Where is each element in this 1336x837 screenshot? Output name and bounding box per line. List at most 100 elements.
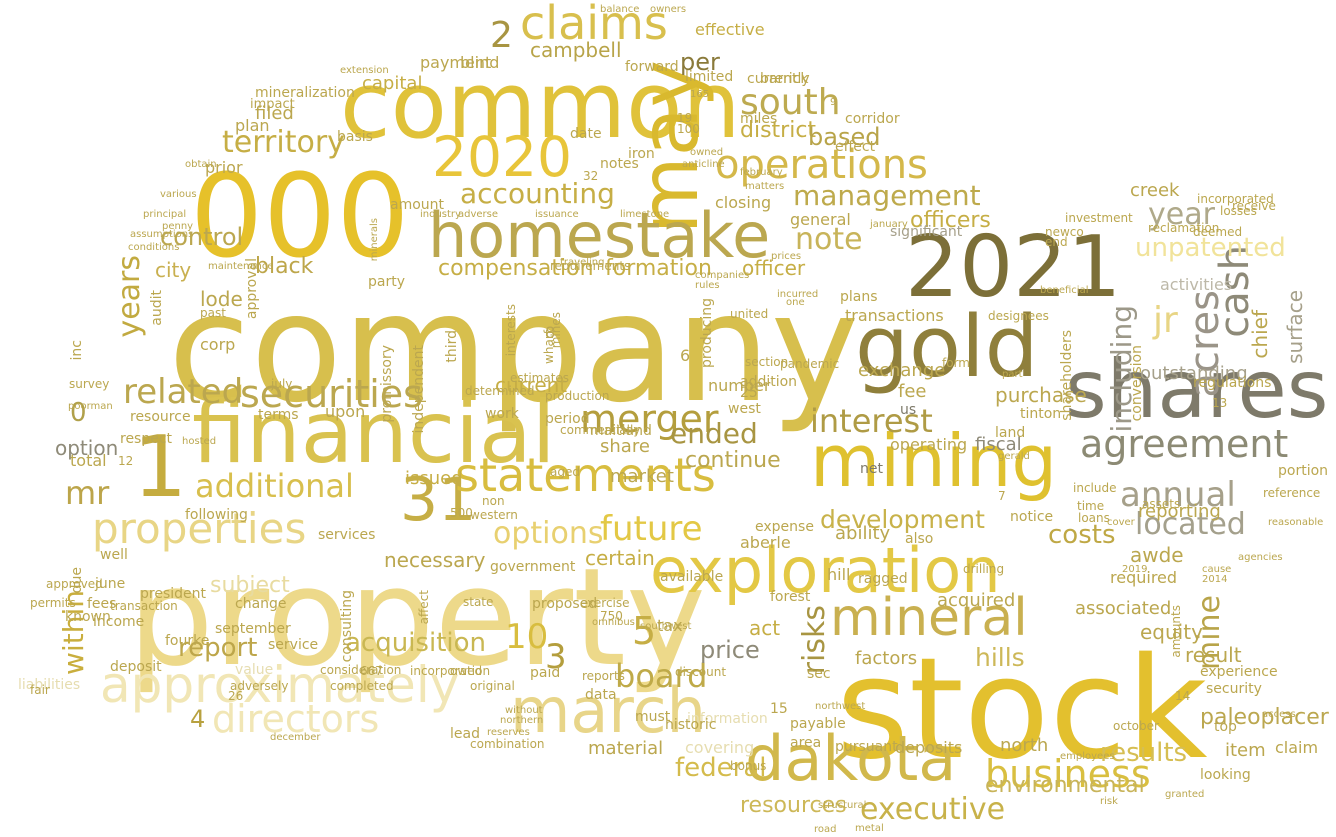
cloud-word: deemed bbox=[1193, 225, 1243, 239]
cloud-word: anticline bbox=[682, 159, 725, 170]
cloud-word: limestone bbox=[620, 209, 670, 220]
cloud-word: lead bbox=[450, 726, 480, 742]
cloud-word: drilling bbox=[963, 562, 1005, 576]
cloud-word: granted bbox=[1165, 789, 1205, 800]
cloud-word: 2014 bbox=[1202, 574, 1228, 585]
cloud-word: employees bbox=[1060, 751, 1115, 762]
cloud-word: designees bbox=[988, 309, 1049, 323]
cloud-word: issuance bbox=[535, 209, 579, 220]
cloud-word: mineralization bbox=[255, 85, 355, 101]
cloud-word: government bbox=[490, 559, 576, 575]
cloud-word: equity bbox=[1140, 620, 1203, 644]
cloud-word: determined bbox=[465, 384, 535, 398]
cloud-word: tinton bbox=[1020, 406, 1062, 422]
cloud-word: homestake bbox=[428, 199, 771, 272]
cloud-word: us bbox=[900, 402, 917, 418]
cloud-word: liabilities bbox=[18, 677, 81, 693]
cloud-word: operating bbox=[890, 435, 968, 454]
cloud-word: factors bbox=[855, 648, 918, 669]
cloud-word: deposits bbox=[895, 738, 963, 757]
cloud-word: forward bbox=[625, 59, 679, 75]
cloud-word: material bbox=[588, 738, 664, 759]
cloud-word: mr bbox=[65, 474, 110, 512]
cloud-word: loans bbox=[1078, 511, 1110, 525]
cloud-word: owned bbox=[690, 147, 724, 158]
cloud-word: plans bbox=[840, 289, 878, 305]
cloud-word: fourke bbox=[165, 633, 210, 649]
cloud-word: southwest bbox=[640, 621, 692, 632]
cloud-word: significant bbox=[890, 224, 963, 240]
cloud-word: historic bbox=[665, 717, 717, 733]
cloud-word: approximately bbox=[100, 656, 460, 714]
cloud-word: federal bbox=[675, 753, 767, 783]
cloud-word: 2 bbox=[490, 15, 513, 56]
cloud-word: promissory bbox=[379, 345, 395, 423]
cloud-word: assumptions bbox=[130, 229, 194, 240]
cloud-word: companies bbox=[695, 270, 750, 281]
cloud-word: surface bbox=[1283, 290, 1307, 364]
cloud-word: year bbox=[1148, 197, 1215, 232]
cloud-word: formation bbox=[605, 256, 712, 281]
cloud-word: per bbox=[680, 48, 720, 76]
cloud-word: paleoplacer bbox=[1200, 705, 1329, 730]
cloud-word: production bbox=[545, 389, 610, 403]
cloud-word: owners bbox=[650, 4, 687, 15]
cloud-word: work bbox=[485, 406, 519, 422]
cloud-word: also bbox=[905, 531, 934, 547]
cloud-word: certain bbox=[585, 546, 655, 570]
cloud-word: audit bbox=[149, 290, 165, 326]
cloud-word: 000 bbox=[190, 150, 410, 284]
cloud-word: agreement bbox=[1080, 422, 1289, 466]
cloud-word: hills bbox=[975, 643, 1025, 672]
cloud-word: executive bbox=[860, 792, 1006, 827]
cloud-word: fair bbox=[30, 683, 50, 697]
cloud-word: risks bbox=[797, 605, 832, 675]
cloud-word: metal bbox=[855, 823, 884, 834]
cloud-word: addition bbox=[740, 374, 798, 390]
cloud-word: end bbox=[1045, 235, 1068, 249]
cloud-word: business bbox=[985, 752, 1151, 796]
cloud-word: known bbox=[65, 609, 111, 625]
cloud-word: inc bbox=[69, 340, 85, 361]
cloud-word: creek bbox=[1130, 180, 1180, 201]
cloud-word: 2020 bbox=[432, 125, 572, 189]
cloud-word: transaction bbox=[110, 599, 178, 613]
cloud-word: transactions bbox=[845, 306, 944, 325]
cloud-word: ability bbox=[835, 523, 891, 544]
cloud-word: 4 bbox=[190, 705, 206, 733]
cloud-word: notes bbox=[600, 156, 639, 172]
cloud-word: effect bbox=[835, 139, 876, 155]
cloud-word: activities bbox=[1160, 275, 1233, 294]
cloud-word: notice bbox=[1010, 509, 1054, 525]
cloud-word: cover bbox=[1107, 517, 1135, 528]
cloud-word: outstanding bbox=[1140, 363, 1248, 384]
cloud-word: discount bbox=[675, 665, 727, 679]
cloud-word: aged bbox=[550, 465, 580, 479]
cloud-word: unpatented bbox=[1135, 233, 1286, 263]
cloud-word: price bbox=[700, 636, 760, 664]
cloud-word: limited bbox=[685, 69, 734, 85]
cloud-word: future bbox=[600, 509, 703, 549]
cloud-word: one bbox=[786, 297, 805, 308]
cloud-word: 5 bbox=[632, 609, 657, 653]
cloud-word: period bbox=[545, 411, 590, 427]
cloud-word: original bbox=[470, 679, 515, 693]
cloud-word: estimates bbox=[510, 371, 570, 385]
cloud-word: include bbox=[1073, 481, 1117, 495]
cloud-word: completed bbox=[330, 679, 394, 693]
cloud-word: following bbox=[185, 507, 248, 523]
cloud-word: 165 bbox=[690, 89, 710, 100]
cloud-word: payable bbox=[790, 716, 846, 732]
cloud-word: district bbox=[740, 118, 817, 143]
cloud-word: various bbox=[160, 189, 197, 200]
cloud-word: 26 bbox=[228, 689, 244, 703]
cloud-word: losses bbox=[1220, 204, 1257, 218]
cloud-word: united bbox=[730, 307, 769, 321]
cloud-word: prior bbox=[205, 158, 243, 177]
cloud-word: gerald bbox=[998, 451, 1030, 462]
cloud-word: amounts bbox=[1169, 605, 1183, 658]
cloud-word: plan bbox=[235, 116, 270, 135]
cloud-word: reports bbox=[582, 669, 625, 683]
cloud-word: traveling bbox=[560, 257, 605, 268]
cloud-word: 31 bbox=[400, 465, 477, 535]
